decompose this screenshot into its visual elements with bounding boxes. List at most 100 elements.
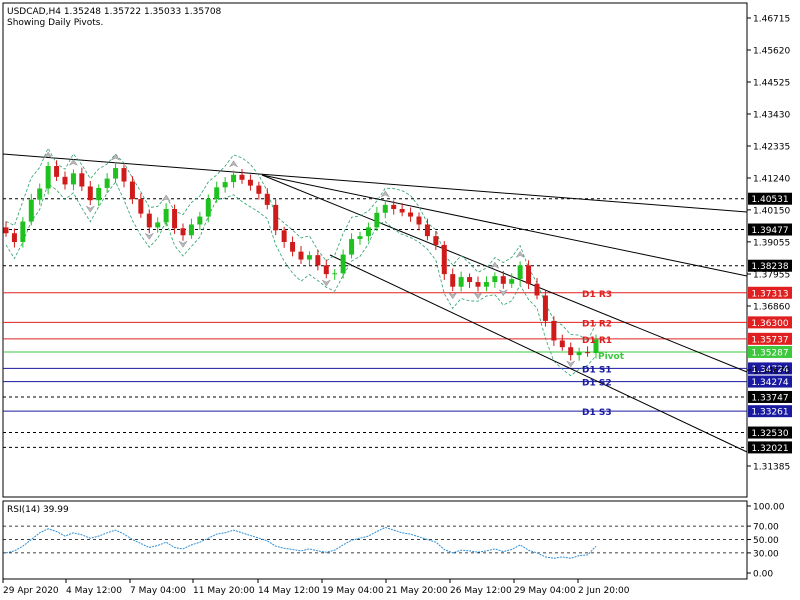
fractal-up-icon xyxy=(68,158,79,166)
trendline-channel-top xyxy=(261,174,748,277)
price-level-value: 1.34724 xyxy=(751,365,788,375)
candle-body xyxy=(576,352,582,356)
candle-body xyxy=(239,174,245,180)
trendlines-layer xyxy=(2,153,748,453)
candle-body xyxy=(37,188,43,200)
bands-layer xyxy=(5,147,597,377)
candle-body xyxy=(492,276,498,283)
pivot-label: Pivot xyxy=(598,352,625,362)
price-level-badge xyxy=(748,192,792,205)
candle-body xyxy=(382,204,388,213)
price-tick-label: 1.36860 xyxy=(753,303,790,313)
upper-band xyxy=(5,147,597,342)
candle-body xyxy=(450,274,456,287)
main-panel-frame xyxy=(2,2,748,498)
fractal-up-icon xyxy=(228,160,239,168)
rsi-tick-label: 100.00 xyxy=(753,503,785,513)
candle-body xyxy=(129,181,135,200)
rsi-label: RSI(14) 39.99 xyxy=(7,505,69,515)
fractal-up-icon xyxy=(515,250,525,259)
candle-body xyxy=(138,199,144,214)
fractal-up-icon xyxy=(490,261,500,269)
price-tick-label: 1.45620 xyxy=(753,47,790,57)
fractal-down-icon xyxy=(565,360,576,368)
trendline-upper xyxy=(2,153,748,213)
price-level-badge xyxy=(748,441,792,454)
rsi-axis: 100.00 70.00 50.00 30.00 0.00 xyxy=(747,503,785,580)
candle-body xyxy=(121,168,127,182)
candle-body xyxy=(483,282,489,287)
price-tick-label: 1.44525 xyxy=(753,79,790,89)
candle-body xyxy=(54,166,60,177)
candle-body xyxy=(79,173,85,187)
candle-body xyxy=(256,185,262,194)
time-tick-label: 14 May 12:00 xyxy=(258,586,320,596)
price-level-badge xyxy=(748,259,792,272)
rsi-tick-label: 30.00 xyxy=(753,549,779,559)
candle-body xyxy=(475,282,481,287)
candle-body xyxy=(264,193,270,205)
trendline-channel-mid xyxy=(261,174,748,373)
price-level-badge xyxy=(748,332,792,345)
candle-body xyxy=(87,186,93,201)
candle-body xyxy=(247,179,253,186)
candle-body xyxy=(205,199,211,217)
time-tick-label: 19 May 04:00 xyxy=(322,586,384,596)
candle-body xyxy=(441,244,447,275)
candle-body xyxy=(551,320,557,341)
price-tick-label: 1.39055 xyxy=(753,238,790,248)
price-tick-label: 1.46715 xyxy=(753,15,790,25)
candles-layer xyxy=(3,160,599,361)
price-level-value: 1.32530 xyxy=(751,429,788,439)
candle-body xyxy=(500,276,506,284)
price-level-badge xyxy=(748,390,792,403)
candle-body xyxy=(433,236,439,245)
pivot-labels-layer: D1 R3 D1 R2 D1 R1 Pivot D1 S1 D1 S2 D1 S3 xyxy=(582,290,625,418)
candle-body xyxy=(374,212,380,228)
price-level-badge xyxy=(748,223,792,236)
price-level-badge xyxy=(748,405,792,418)
candle-body xyxy=(399,208,405,213)
candle-body xyxy=(416,216,422,225)
candle-body xyxy=(231,174,237,183)
pivot-levels-layer xyxy=(3,198,747,448)
fractal-down-icon xyxy=(144,232,155,240)
time-tick-label: 7 May 04:00 xyxy=(130,586,186,596)
time-axis: 29 Apr 2020 4 May 12:00 7 May 04:00 11 May … xyxy=(2,579,630,596)
trendline-channel-bottom xyxy=(329,254,748,453)
candle-body xyxy=(96,187,102,201)
fractal-down-icon xyxy=(473,292,483,300)
candle-body xyxy=(517,265,523,280)
candle-body xyxy=(163,208,169,223)
fractal-up-icon xyxy=(380,190,391,198)
time-tick-label: 29 Apr 2020 xyxy=(3,586,59,596)
price-level-value: 1.35287 xyxy=(751,348,788,358)
candle-body xyxy=(172,208,178,229)
price-level-badge xyxy=(748,362,792,375)
candle-body xyxy=(45,166,51,189)
candle-body xyxy=(526,265,532,284)
price-level-badge xyxy=(748,345,792,358)
rsi-tick-label: 70.00 xyxy=(753,523,779,533)
candle-body xyxy=(214,187,220,200)
candle-body xyxy=(365,227,371,237)
candle-body xyxy=(340,254,346,274)
chart-subtitle: Showing Daily Pivots. xyxy=(7,18,103,28)
rsi-tick-label: 50.00 xyxy=(753,536,779,546)
candle-body xyxy=(458,277,464,287)
price-level-value: 1.39477 xyxy=(751,226,788,236)
fractal-down-icon xyxy=(498,289,509,297)
time-tick-label: 4 May 12:00 xyxy=(66,586,122,596)
price-level-value: 1.32021 xyxy=(751,444,788,454)
candle-body xyxy=(306,255,312,260)
price-tick-label: 1.41240 xyxy=(753,175,790,185)
candle-body xyxy=(20,221,26,242)
candle-body xyxy=(3,227,9,234)
price-level-badge xyxy=(748,375,792,388)
price-tick-label: 1.42335 xyxy=(753,143,790,153)
price-level-value: 1.35737 xyxy=(751,335,788,345)
price-level-badge xyxy=(748,316,792,329)
candle-body xyxy=(155,222,161,228)
candle-body xyxy=(593,339,599,354)
